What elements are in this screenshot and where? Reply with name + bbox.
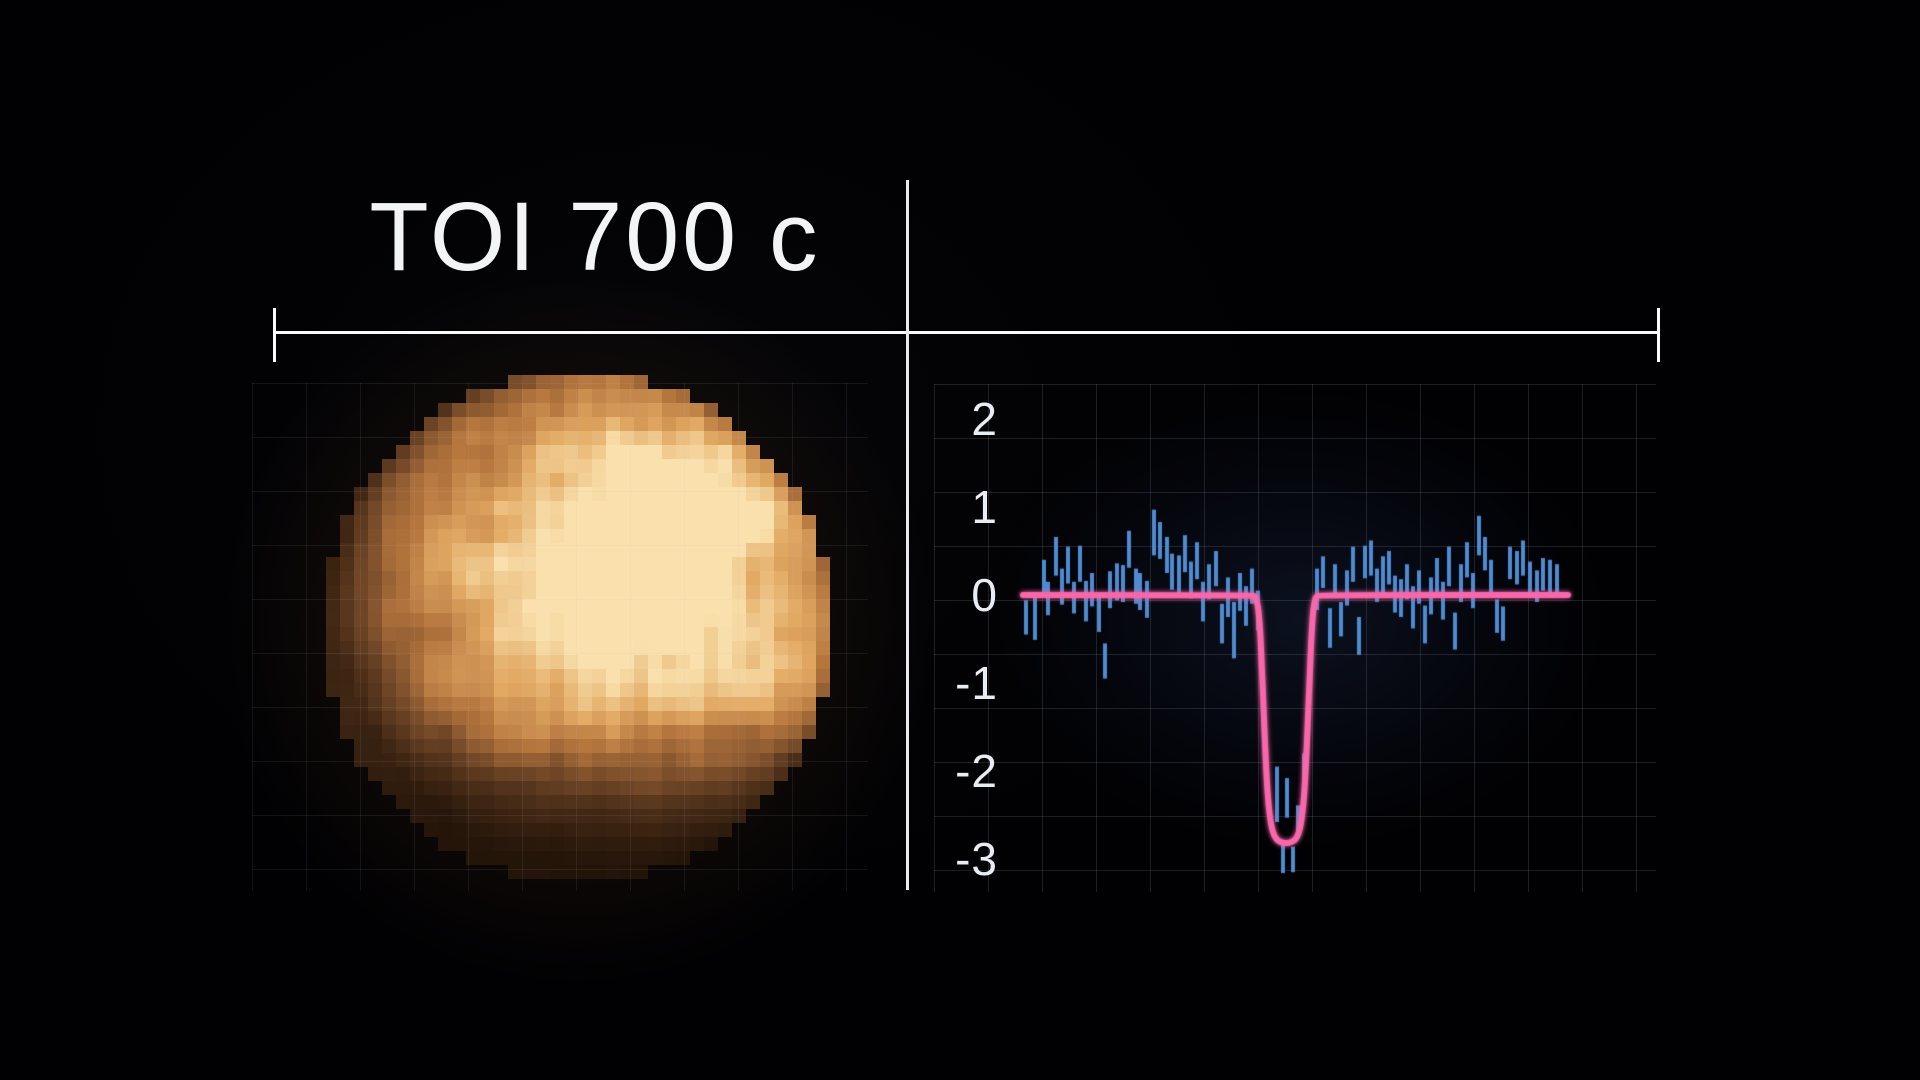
y-axis-tick-label: 1	[971, 481, 998, 533]
scale-ruler-line	[274, 331, 1659, 334]
scale-ruler-left-tick	[273, 308, 276, 362]
transit-light-curve-chart	[1000, 380, 1660, 900]
y-axis-tick-label: -2	[955, 745, 998, 797]
y-axis-tick-label: 0	[971, 569, 998, 621]
y-axis-tick-label: 2	[971, 393, 998, 445]
y-axis-tick-label: -1	[955, 657, 998, 709]
panel-divider-line	[906, 180, 909, 890]
planet-render	[298, 347, 858, 907]
y-axis-tick-label: -3	[955, 833, 998, 885]
planet-title: TOI 700 c	[369, 182, 821, 291]
scale-ruler-right-tick	[1657, 308, 1660, 362]
